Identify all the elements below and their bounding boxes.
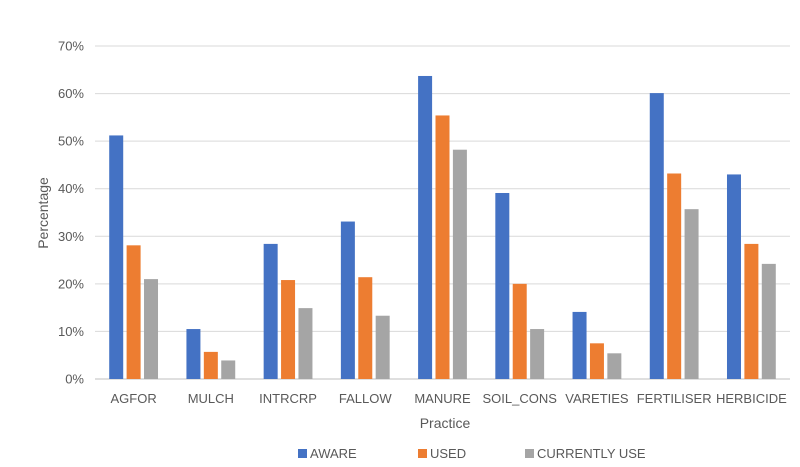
x-axis-title: Practice [420,415,471,431]
legend-swatch [525,449,534,458]
legend-label: CURRENTLY USE [537,446,646,461]
bar-currently-use-herbicide [761,263,776,379]
bar-used-intrcrp [281,280,296,379]
bar-currently-use-soil_cons [530,329,545,379]
bar-currently-use-intrcrp [298,308,313,379]
bar-aware-fallow [340,221,355,379]
bar-used-fallow [358,277,373,379]
legend-label: AWARE [310,446,357,461]
x-tick-label: SOIL_CONS [483,391,558,406]
bar-currently-use-agfor [144,279,159,379]
x-axis-ticks: AGFOR MULCH INTRCRP FALLOW MANURE SOIL_CONS VA… [110,391,787,406]
bar-used-soil_cons [512,283,527,379]
bar-aware-herbicide [726,174,741,379]
bar-used-vareties [589,343,604,379]
y-tick-label: 60% [58,86,84,101]
y-tick-label: 0% [65,372,84,387]
bar-aware-manure [418,75,433,379]
bar-used-fertiliser [667,173,682,379]
legend-label: USED [430,446,466,461]
x-tick-label: FERTILISER [637,391,712,406]
bar-currently-use-fertiliser [684,209,699,379]
y-tick-label: 20% [58,276,84,291]
bar-used-herbicide [744,243,759,379]
bar-currently-use-mulch [221,360,236,379]
bar-currently-use-vareties [607,353,622,379]
y-tick-label: 70% [58,39,84,54]
bar-currently-use-fallow [375,315,390,379]
bars [109,75,776,380]
bar-aware-intrcrp [263,243,278,379]
bar-currently-use-manure [452,149,467,379]
y-axis-ticks: 0% 10% 20% 30% 40% 50% 60% 70% [58,39,84,387]
legend: AWARE USED CURRENTLY USE [298,446,646,461]
x-tick-label: AGFOR [110,391,156,406]
bar-used-agfor [126,245,141,379]
y-tick-label: 30% [58,229,84,244]
bar-used-mulch [203,351,218,379]
bar-aware-mulch [186,329,201,379]
bar-aware-fertiliser [649,93,664,380]
bar-aware-vareties [572,311,587,379]
legend-swatch [418,449,427,458]
x-tick-label: INTRCRP [259,391,317,406]
bar-aware-agfor [109,135,124,379]
x-tick-label: HERBICIDE [716,391,787,406]
y-axis-title: Percentage [35,177,51,249]
y-tick-label: 10% [58,324,84,339]
x-tick-label: FALLOW [339,391,392,406]
y-tick-label: 50% [58,134,84,149]
bar-used-manure [435,115,450,379]
bar-aware-soil_cons [495,192,510,379]
legend-swatch [298,449,307,458]
x-tick-label: VARETIES [565,391,629,406]
x-tick-label: MANURE [414,391,471,406]
y-tick-label: 40% [58,181,84,196]
x-tick-label: MULCH [188,391,234,406]
